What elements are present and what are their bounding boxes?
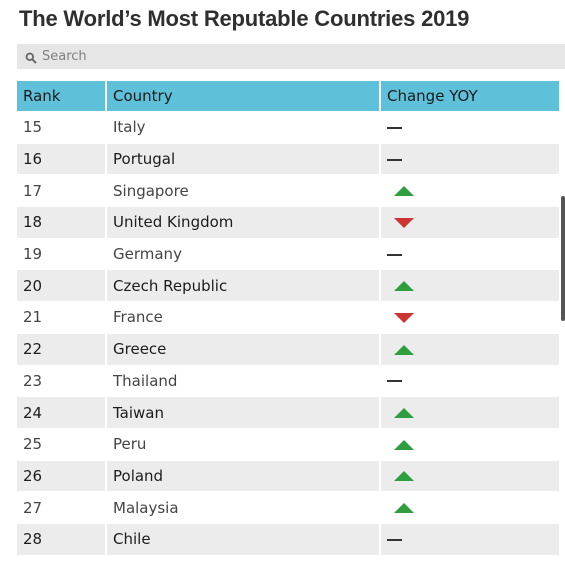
rank-cell: 22 xyxy=(17,332,107,365)
table-row: 16 Portugal xyxy=(17,142,559,175)
column-header-rank[interactable]: Rank xyxy=(17,81,107,112)
rank-cell: 27 xyxy=(17,491,107,524)
rank-cell: 18 xyxy=(17,206,107,239)
triangle-up-icon xyxy=(394,408,414,419)
table-row: 27 Malaysia xyxy=(17,491,559,524)
change-cell xyxy=(380,111,559,144)
change-cell xyxy=(380,522,559,555)
ranking-table: Rank Country Change YOY 15 Italy 16 Portuga… xyxy=(17,81,559,555)
table-row: 23 Thailand xyxy=(17,364,559,397)
table-row: 20 Czech Republic xyxy=(17,269,559,302)
rank-cell: 23 xyxy=(17,364,107,397)
change-cell xyxy=(380,427,559,461)
triangle-down-icon xyxy=(394,312,414,323)
triangle-up-icon xyxy=(394,281,414,292)
triangle-up-icon xyxy=(394,439,414,450)
search-icon xyxy=(25,51,37,64)
change-cell xyxy=(380,364,559,397)
country-cell: Taiwan xyxy=(106,396,381,429)
change-cell xyxy=(380,206,559,239)
table-row: 17 Singapore xyxy=(17,174,559,207)
country-cell: Peru xyxy=(106,427,381,461)
triangle-up-icon xyxy=(394,471,414,482)
rank-cell: 21 xyxy=(17,301,107,334)
scrollbar[interactable] xyxy=(561,196,565,321)
rank-cell: 17 xyxy=(17,174,107,207)
change-cell xyxy=(380,396,559,429)
country-cell: Italy xyxy=(106,111,381,144)
country-cell: Thailand xyxy=(106,364,381,397)
table-row: 19 Germany xyxy=(17,237,559,270)
rank-cell: 19 xyxy=(17,237,107,270)
triangle-up-icon xyxy=(394,186,414,197)
change-cell xyxy=(380,269,559,302)
change-cell xyxy=(380,142,559,175)
dash-icon xyxy=(387,380,402,383)
table-row: 18 United Kingdom xyxy=(17,206,559,239)
country-cell: Greece xyxy=(106,332,381,365)
dash-icon xyxy=(387,158,402,161)
rank-cell: 26 xyxy=(17,459,107,492)
country-cell: United Kingdom xyxy=(106,206,381,239)
country-cell: Portugal xyxy=(106,142,381,175)
table-row: 21 France xyxy=(17,301,559,334)
country-cell: Chile xyxy=(106,522,381,555)
table-row: 25 Peru xyxy=(17,427,559,461)
rank-cell: 20 xyxy=(17,269,107,302)
country-cell: France xyxy=(106,301,381,334)
table-row: 24 Taiwan xyxy=(17,396,559,429)
page-title: The World’s Most Reputable Countries 201… xyxy=(19,6,470,31)
rank-cell: 15 xyxy=(17,111,107,144)
change-cell xyxy=(380,491,559,524)
table-row: 26 Poland xyxy=(17,459,559,492)
dash-icon xyxy=(387,538,402,541)
country-cell: Singapore xyxy=(106,174,381,207)
triangle-up-icon xyxy=(394,503,414,514)
country-cell: Poland xyxy=(106,459,381,492)
search-bar[interactable] xyxy=(17,44,565,69)
dash-icon xyxy=(387,126,402,129)
rank-cell: 24 xyxy=(17,396,107,429)
table-row: 15 Italy xyxy=(17,111,559,144)
table-header-row: Rank Country Change YOY xyxy=(17,81,559,112)
country-cell: Czech Republic xyxy=(106,269,381,302)
rank-cell: 25 xyxy=(17,427,107,461)
table-row: 22 Greece xyxy=(17,332,559,365)
change-cell xyxy=(380,301,559,334)
search-input[interactable] xyxy=(42,49,522,64)
rank-cell: 28 xyxy=(17,522,107,555)
column-header-country[interactable]: Country xyxy=(106,81,381,112)
triangle-down-icon xyxy=(394,217,414,228)
change-cell xyxy=(380,237,559,270)
rank-cell: 16 xyxy=(17,142,107,175)
change-cell xyxy=(380,332,559,365)
table-row: 28 Chile xyxy=(17,522,559,555)
column-header-change[interactable]: Change YOY xyxy=(380,81,559,112)
triangle-up-icon xyxy=(394,344,414,355)
country-cell: Germany xyxy=(106,237,381,270)
country-cell: Malaysia xyxy=(106,491,381,524)
dash-icon xyxy=(387,253,402,256)
change-cell xyxy=(380,174,559,207)
change-cell xyxy=(380,459,559,492)
